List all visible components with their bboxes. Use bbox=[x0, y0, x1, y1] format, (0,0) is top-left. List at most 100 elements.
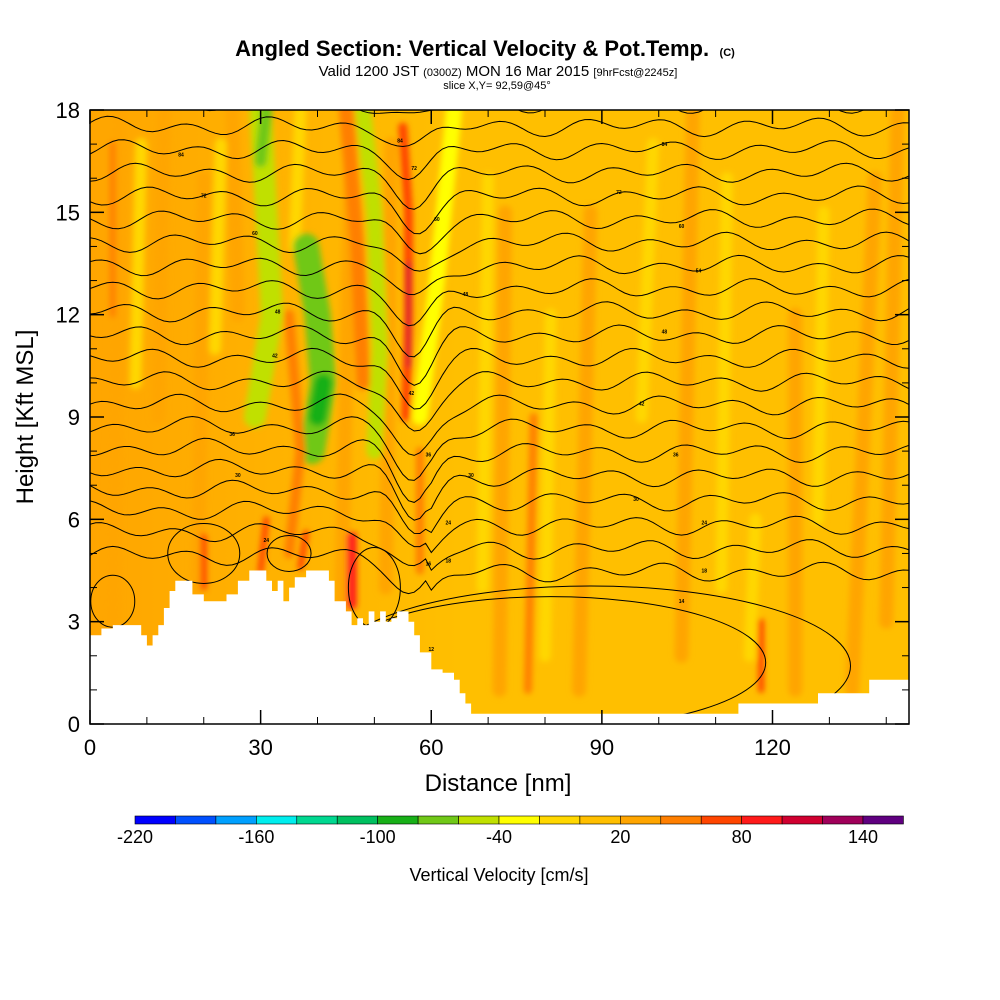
theta-contour bbox=[90, 278, 909, 327]
plot-area: 84 72 60 48 42 36 30 24 84 72 60 48 42 36 30 24 18 16 12 84… bbox=[90, 110, 909, 724]
theta-contour bbox=[90, 115, 909, 148]
field-plume-yellow bbox=[129, 138, 148, 389]
colorbar-swatch bbox=[620, 815, 662, 825]
theta-contour bbox=[90, 479, 909, 535]
contour-label: 18 bbox=[701, 569, 707, 575]
colorbar-tick-label: 20 bbox=[610, 827, 630, 847]
theta-contour bbox=[90, 545, 909, 595]
x-tick-label: 0 bbox=[84, 735, 96, 760]
theta-contour bbox=[90, 415, 909, 481]
pot-temp-contours bbox=[90, 110, 909, 724]
colorbar-swatch bbox=[862, 815, 904, 825]
slice-label: slice X,Y= 92,59@45° bbox=[443, 80, 551, 92]
contour-label: 72 bbox=[616, 190, 622, 196]
contour-label: 24 bbox=[446, 521, 452, 527]
field-plume-yellow bbox=[743, 513, 762, 662]
contour-label: 24 bbox=[701, 521, 707, 527]
contour-label: 24 bbox=[264, 538, 270, 544]
colorbar-tick-label: 140 bbox=[848, 827, 878, 847]
field-plume-yellow bbox=[288, 110, 307, 253]
colorbar-swatch bbox=[660, 815, 702, 825]
contour-label: 36 bbox=[229, 432, 235, 438]
colorbar-swatch bbox=[700, 815, 742, 825]
field-band bbox=[355, 110, 389, 460]
y-tick-label: 6 bbox=[68, 507, 80, 532]
y-tick-label: 12 bbox=[56, 303, 80, 328]
contour-label: 48 bbox=[275, 309, 281, 315]
colorbar-swatch bbox=[175, 815, 217, 825]
field-plume-orange bbox=[492, 205, 513, 697]
chart-title: Angled Section: Vertical Velocity & Pot.… bbox=[235, 36, 735, 61]
field-plume-orange bbox=[191, 171, 211, 595]
theta-contour bbox=[90, 185, 909, 235]
colorbar-swatch bbox=[215, 815, 257, 825]
theta-contour bbox=[90, 254, 909, 296]
colorbar-swatch bbox=[498, 815, 540, 825]
theta-contour bbox=[90, 208, 909, 255]
x-tick-label: 90 bbox=[590, 735, 614, 760]
theta-contour bbox=[90, 162, 909, 210]
contour-label: 54 bbox=[696, 268, 702, 274]
colorbar bbox=[134, 815, 904, 825]
colorbar-tick-label: -100 bbox=[360, 827, 396, 847]
theta-contour bbox=[90, 458, 909, 521]
theta-contour bbox=[90, 231, 909, 272]
x-axis: 0 30 60 90 120 bbox=[84, 110, 887, 760]
y-tick-label: 9 bbox=[68, 405, 80, 430]
contour-label: 84 bbox=[662, 142, 668, 148]
contour-label: 16 bbox=[426, 562, 432, 568]
field-band bbox=[411, 110, 462, 425]
contour-labels: 84 72 60 48 42 36 30 24 84 72 60 48 42 36 30 24 18 16 12 84… bbox=[178, 139, 707, 653]
theta-contour bbox=[90, 347, 909, 410]
colorbar-swatch bbox=[134, 815, 176, 825]
x-axis-label: Distance [nm] bbox=[425, 770, 572, 797]
colorbar-tick-label: 80 bbox=[732, 827, 752, 847]
field-band bbox=[297, 529, 310, 571]
contour-label: 42 bbox=[272, 354, 278, 360]
theta-contour bbox=[90, 393, 909, 456]
contour-label: 60 bbox=[679, 224, 685, 230]
colorbar-swatch bbox=[458, 815, 500, 825]
field-plume-orange bbox=[879, 110, 905, 629]
field-plume-orange bbox=[225, 110, 245, 322]
theta-contour bbox=[90, 139, 909, 181]
colorbar-tick-label: -220 bbox=[117, 827, 153, 847]
colorbar-swatch bbox=[417, 815, 459, 825]
field-plume-yellow bbox=[635, 138, 660, 423]
colorbar-tick-label: -160 bbox=[238, 827, 274, 847]
field-plume-yellow bbox=[539, 308, 557, 662]
field-band bbox=[308, 373, 333, 426]
colorbar-swatch bbox=[336, 815, 378, 825]
colorbar-swatch bbox=[539, 815, 581, 825]
contour-label: 30 bbox=[235, 473, 241, 479]
contour-label: 14 bbox=[679, 599, 685, 605]
colorbar-swatch bbox=[781, 815, 823, 825]
colorbar-tick-label: -40 bbox=[486, 827, 512, 847]
field-plume-orange bbox=[845, 171, 882, 697]
theta-contour bbox=[90, 324, 909, 386]
colorbar-swatch bbox=[579, 815, 621, 825]
contour-label: 84 bbox=[178, 152, 184, 158]
field-band bbox=[338, 110, 370, 390]
x-tick-label: 120 bbox=[754, 735, 791, 760]
field-band bbox=[523, 413, 538, 694]
theta-contour bbox=[90, 522, 909, 572]
contour-label: 84 bbox=[397, 139, 403, 145]
contour-label: 60 bbox=[434, 217, 440, 223]
y-tick-label: 3 bbox=[68, 610, 80, 635]
theta-contour bbox=[90, 437, 909, 503]
field-plume-orange bbox=[151, 110, 171, 424]
contour-label: 30 bbox=[468, 473, 474, 479]
contour-label: 36 bbox=[426, 453, 432, 459]
x-tick-label: 30 bbox=[248, 735, 272, 760]
chart-subtitle: Valid 1200 JST (0300Z) MON 16 Mar 2015 [… bbox=[319, 63, 678, 80]
colorbar-label: Vertical Velocity [cm/s] bbox=[409, 865, 588, 885]
colorbar-swatch bbox=[377, 815, 419, 825]
contour-label: 42 bbox=[639, 401, 645, 407]
field-plume-yellow bbox=[209, 138, 227, 355]
x-tick-label: 60 bbox=[419, 735, 443, 760]
contour-label: 72 bbox=[201, 193, 207, 199]
field-band bbox=[254, 110, 273, 168]
